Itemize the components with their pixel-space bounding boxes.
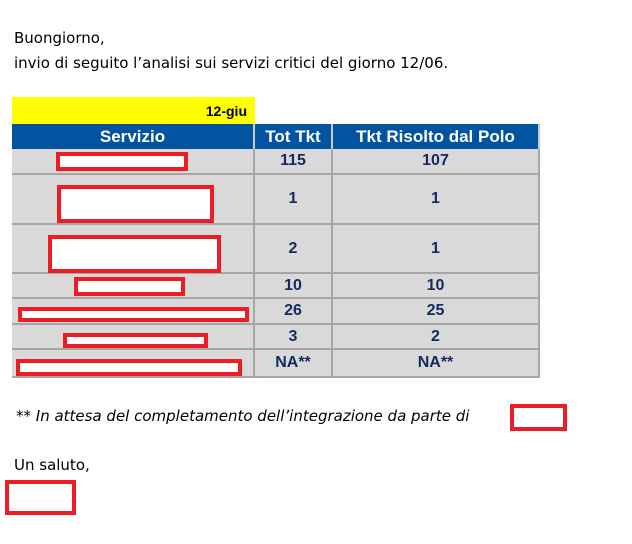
redacted-service-name	[56, 152, 188, 171]
closing: Un saluto,	[14, 456, 90, 474]
tot-tkt-cell: 3	[255, 325, 333, 350]
risolto-cell: NA**	[333, 350, 540, 378]
column-header: Servizio	[12, 124, 255, 149]
tot-tkt-cell: 10	[255, 274, 333, 299]
column-header: Tkt Risolto dal Polo	[333, 124, 540, 149]
redacted-service-name	[57, 185, 214, 223]
intro-text: invio di seguito l’analisi sui servizi c…	[14, 54, 449, 72]
tot-tkt-cell: 1	[255, 175, 333, 225]
risolto-cell: 1	[333, 225, 540, 274]
column-header: Tot Tkt	[255, 124, 333, 149]
tot-tkt-cell: NA**	[255, 350, 333, 378]
risolto-cell: 2	[333, 325, 540, 350]
redacted-service-name	[63, 333, 208, 348]
redacted-service-name	[16, 359, 242, 376]
risolto-cell: 10	[333, 274, 540, 299]
risolto-cell: 25	[333, 299, 540, 325]
tot-tkt-cell: 115	[255, 149, 333, 175]
redacted-service-name	[74, 277, 185, 296]
redacted-service-name	[18, 307, 249, 322]
redacted-signature	[5, 480, 76, 515]
risolto-cell: 107	[333, 149, 540, 175]
tot-tkt-cell: 26	[255, 299, 333, 325]
date-label: 12-giu	[12, 97, 255, 124]
redacted-service-name	[48, 235, 221, 273]
greeting: Buongiorno,	[14, 29, 105, 47]
footnote: ** In attesa del completamento dell’inte…	[16, 407, 470, 425]
risolto-cell: 1	[333, 175, 540, 225]
redacted-name	[510, 404, 567, 431]
tot-tkt-cell: 2	[255, 225, 333, 274]
